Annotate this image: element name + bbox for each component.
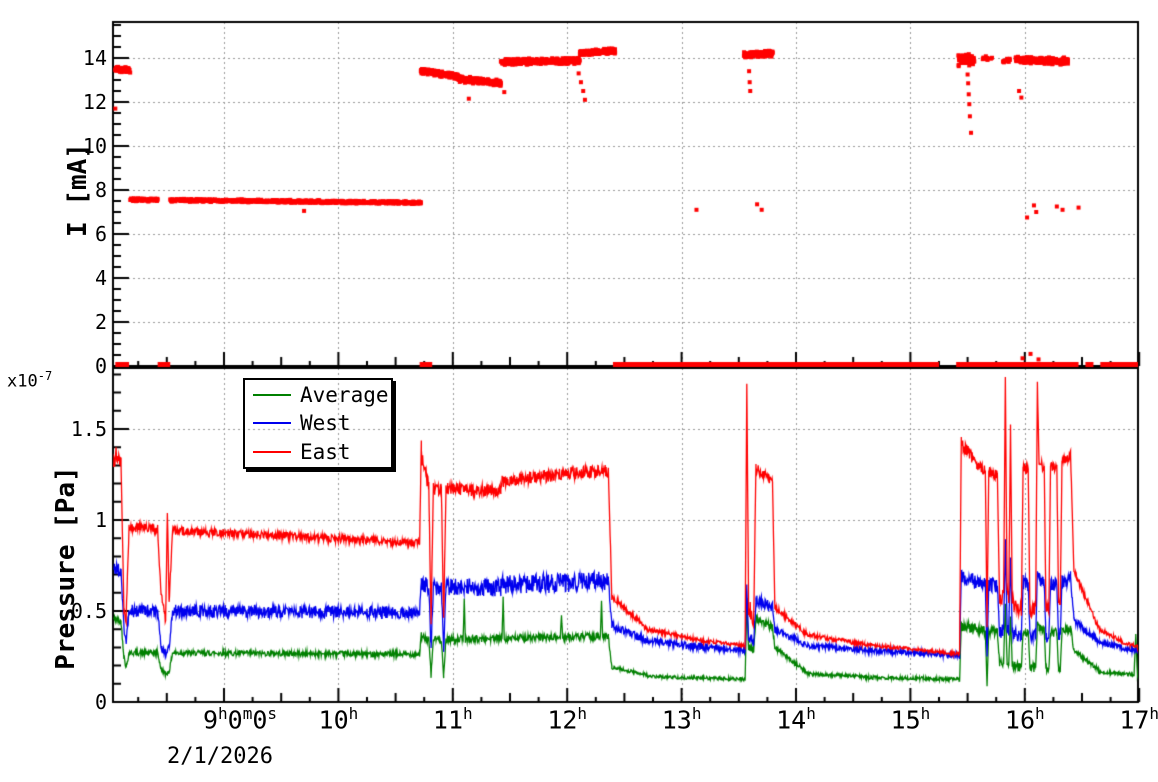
bottom-y-tick-label: 0.5 <box>70 599 107 623</box>
legend-item-west: West <box>245 410 391 437</box>
legend-label: East <box>300 439 351 464</box>
legend-label: West <box>300 411 351 436</box>
top-y-tick-label: 6 <box>94 222 107 246</box>
y-scale-mantissa: x10 <box>7 371 38 392</box>
top-y-tick-label: 12 <box>82 90 107 114</box>
top-y-tick-label: 0 <box>94 354 107 378</box>
x-tick-label: 9h0m0s <box>202 704 278 735</box>
bottom-y-tick-label: 1.5 <box>70 417 107 441</box>
top-y-tick-label: 2 <box>94 310 107 334</box>
x-tick-label: 14h <box>776 704 816 735</box>
top-y-tick-label: 8 <box>94 178 107 202</box>
x-tick-label: 13h <box>661 704 702 735</box>
bottom-y-tick-label: 1 <box>94 508 107 532</box>
legend-item-east: East <box>245 438 391 465</box>
x-tick-label: 10h <box>318 704 359 735</box>
top-y-tick-label: 10 <box>82 134 107 158</box>
y-scale-exponent-label: x10-7 <box>7 369 52 392</box>
bottom-y-tick-label: 0 <box>94 690 107 714</box>
top-y-tick-label: 4 <box>94 266 107 290</box>
legend: Average West East <box>243 378 393 469</box>
y-scale-exponent: -7 <box>37 369 53 383</box>
legend-label: Average <box>300 383 389 408</box>
legend-line-swatch <box>253 450 291 453</box>
legend-item-average: Average <box>245 382 391 409</box>
x-tick-label: 12h <box>547 704 588 735</box>
legend-line-swatch <box>253 394 291 397</box>
x-tick-label: 16h <box>1004 704 1045 735</box>
x-tick-label: 17h <box>1119 704 1158 735</box>
x-tick-label: 11h <box>432 704 473 735</box>
top-y-tick-label: 14 <box>82 46 107 70</box>
x-axis-date-label: 2/1/2026 <box>167 744 273 769</box>
x-tick-label: 15h <box>890 704 931 735</box>
legend-line-swatch <box>253 422 291 425</box>
bottom-y-axis-title: Pressure [Pa] <box>51 466 81 670</box>
